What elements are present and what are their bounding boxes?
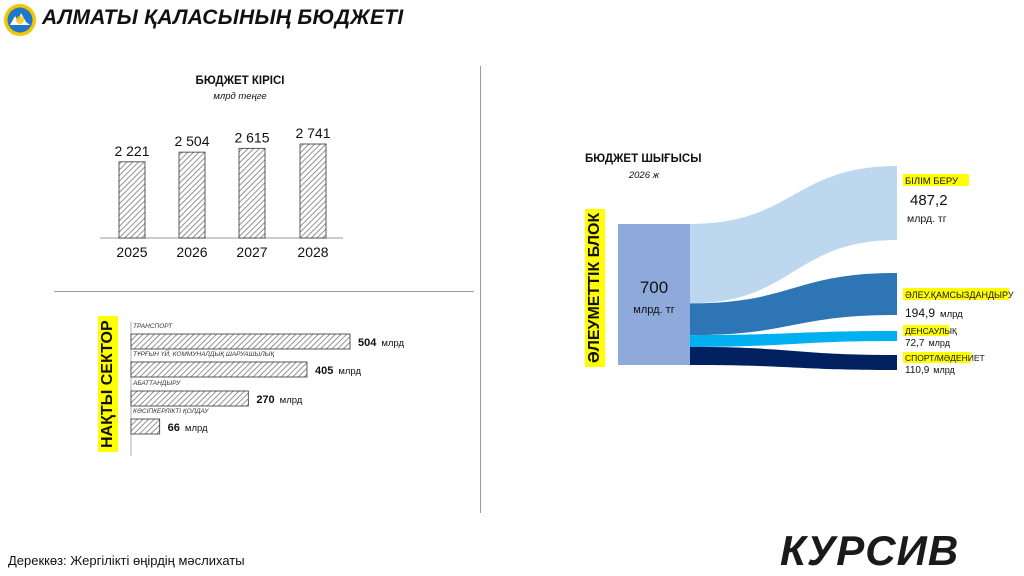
revenue-chart-unit: млрд теңге xyxy=(213,91,267,102)
social-security-value: 194,9 млрд xyxy=(905,306,963,320)
sector-bar-value: 270 млрд xyxy=(256,394,302,406)
sector-category-label: ТРАНСПОРТ xyxy=(133,323,173,330)
sector-bar-chart: ТРАНСПОРТ 504 млрд ТҰРҒЫН ҮЙ, КОММУНАЛДЫҚ Ш… xyxy=(130,322,404,456)
revenue-year-label: 2027 xyxy=(236,244,267,260)
sector-category-label: АБАТТАНДЫРУ xyxy=(132,380,181,387)
revenue-bar-value: 2 504 xyxy=(174,133,209,149)
revenue-year-label: 2026 xyxy=(176,244,207,260)
sector-value-unit: млрд xyxy=(338,366,361,377)
revenue-bar xyxy=(238,147,266,239)
sector-bar xyxy=(130,361,308,378)
sector-bar xyxy=(130,418,161,435)
revenue-bar-value: 2 615 xyxy=(234,129,269,145)
health-number: 72,7 xyxy=(905,338,925,349)
sector-bar-value: 66 млрд xyxy=(168,422,208,434)
social-security-label: ӘЛЕУ.ҚАМСЫЗДАНДЫРУ xyxy=(905,290,1014,300)
expense-sankey-chart: 700 млрд. тг БІЛІМ БЕРУ 487,2 млрд. тг ӘЛЕУ.Қ… xyxy=(618,166,1014,376)
sector-value-number: 66 xyxy=(168,422,180,434)
social-block-unit: млрд. тг xyxy=(633,304,674,316)
education-unit: млрд. тг xyxy=(907,213,947,225)
health-label: ДЕНСАУЛЫҚ xyxy=(905,326,957,336)
revenue-bar xyxy=(178,151,206,239)
social-block-total: 700 xyxy=(640,278,668,297)
revenue-chart-title: БЮДЖЕТ КІРІСІ xyxy=(195,75,285,87)
sport-culture-flow xyxy=(690,346,897,370)
sector-value-number: 504 xyxy=(358,337,377,349)
revenue-bar xyxy=(118,161,146,239)
sector-category-label: ТҰРҒЫН ҮЙ, КОММУНАЛДЫҚ ШАРУАШЫЛЫҚ xyxy=(133,349,275,358)
category-highlight xyxy=(903,174,969,186)
revenue-year-label: 2028 xyxy=(297,244,328,260)
health-value: 72,7 млрд xyxy=(905,338,951,349)
health-flow xyxy=(690,331,897,347)
sector-value-number: 270 xyxy=(256,394,274,406)
education-label: БІЛІМ БЕРУ xyxy=(905,176,959,187)
social-security-unit: млрд xyxy=(940,309,963,320)
sector-category-label: КӘСІПКЕРЛІКТІ ҚОЛДАУ xyxy=(133,408,209,415)
revenue-bar-chart: 2 221 2025 2 504 2026 2 615 2027 2 741 2028 xyxy=(100,125,343,260)
revenue-bar xyxy=(299,143,327,239)
vertical-divider xyxy=(480,66,481,513)
page-title: АЛМАТЫ ҚАЛАСЫНЫҢ БЮДЖЕТІ xyxy=(42,6,404,29)
sport-culture-number: 110,9 xyxy=(905,365,930,376)
sector-bar-value: 504 млрд xyxy=(358,337,404,349)
sector-bar xyxy=(130,333,351,350)
sector-value-unit: млрд xyxy=(185,423,208,434)
sector-bar xyxy=(130,390,249,407)
sport-culture-unit: млрд xyxy=(933,365,955,375)
social-security-number: 194,9 xyxy=(905,306,935,320)
revenue-bar-value: 2 741 xyxy=(295,125,330,141)
education-flow xyxy=(690,166,897,304)
social-block-node xyxy=(618,224,690,365)
brand-logo: КУРСИВ xyxy=(780,527,960,574)
horizontal-divider xyxy=(54,291,474,292)
sector-value-number: 405 xyxy=(315,365,333,377)
almaty-emblem-icon xyxy=(4,4,36,36)
sector-bar-value: 405 млрд xyxy=(315,365,361,377)
social-security-flow xyxy=(690,273,897,336)
revenue-bar-value: 2 221 xyxy=(114,143,149,159)
sport-culture-value: 110,9 млрд xyxy=(905,365,956,376)
source-note: Дереккөз: Жергілікті өңірдің мәслихаты xyxy=(8,553,245,568)
category-highlight xyxy=(903,325,949,336)
category-highlight xyxy=(903,352,971,363)
education-value: 487,2 xyxy=(910,192,948,209)
sport-culture-label: СПОРТ/МӘДЕНИЕТ xyxy=(905,353,985,363)
expense-chart-year: 2026 ж xyxy=(628,170,660,181)
revenue-year-label: 2025 xyxy=(116,244,147,260)
sector-value-unit: млрд xyxy=(280,395,303,406)
category-highlight xyxy=(903,288,1009,300)
sector-value-unit: млрд xyxy=(381,338,404,349)
health-unit: млрд xyxy=(928,338,950,348)
expense-chart-title: БЮДЖЕТ ШЫҒЫСЫ xyxy=(585,153,702,165)
